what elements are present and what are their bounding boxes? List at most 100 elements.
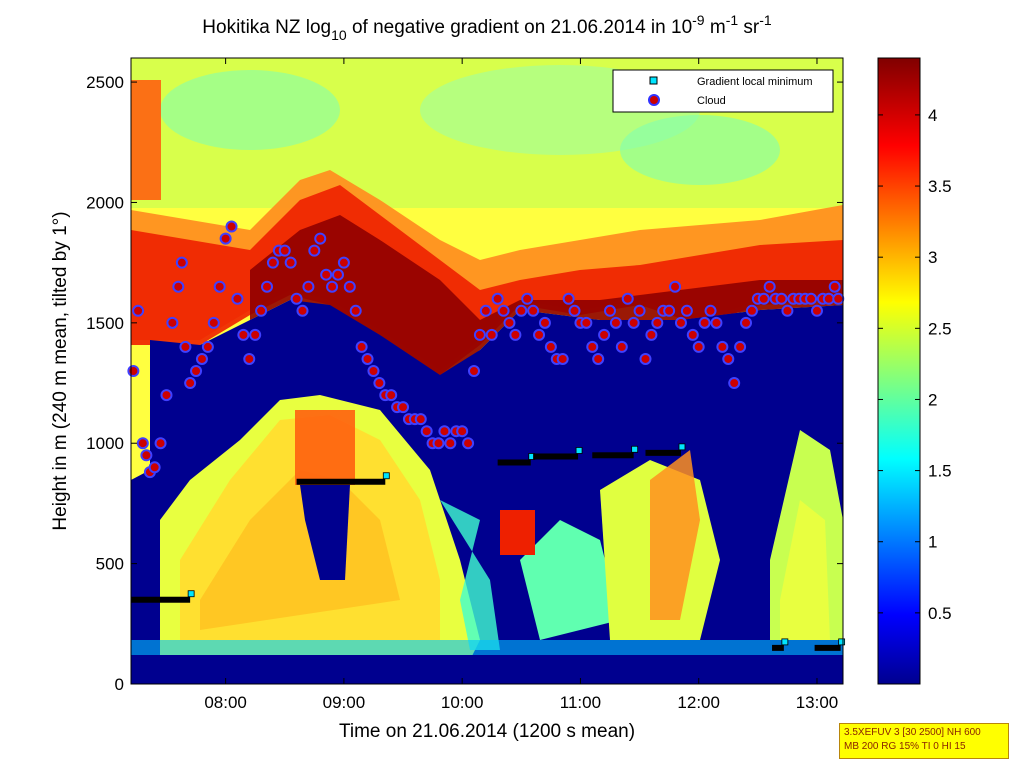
cloud-marker (420, 425, 433, 438)
cloud-marker (503, 316, 516, 329)
cloud-marker (179, 340, 192, 353)
cloud-marker (609, 316, 622, 329)
cloud-marker (740, 316, 753, 329)
colorbar-tick-label: 0.5 (928, 604, 952, 623)
y-tick-label: 2000 (86, 193, 124, 212)
cloud-marker (249, 328, 262, 341)
cloud-marker (320, 268, 333, 281)
cloud-marker (361, 352, 374, 365)
cloud-marker (225, 220, 238, 233)
cloud-marker (190, 365, 203, 377)
colorbar-tick-label: 1.5 (928, 462, 952, 481)
cloud-marker (556, 352, 569, 365)
cloud-marker (775, 292, 788, 305)
cloud-marker (533, 328, 546, 341)
gradient-min-segment (772, 644, 784, 651)
x-axis: 08:00 09:00 10:00 11:00 12:00 13:00 (204, 58, 838, 712)
cloud-marker (598, 328, 611, 341)
gradient-min-segments (131, 443, 846, 651)
cloud-marker (385, 389, 398, 402)
cloud-marker (308, 244, 321, 257)
cloud-marker (243, 352, 256, 365)
cloud-marker (473, 328, 486, 341)
cloud-marker (592, 352, 605, 365)
cloud-marker (615, 340, 628, 353)
cloud-marker (444, 437, 457, 450)
cloud-marker (716, 340, 729, 353)
cloud-marker (781, 304, 794, 317)
cloud-marker (568, 304, 581, 317)
cloud-marker (132, 304, 145, 317)
colorbar-tick-label: 4 (928, 106, 937, 125)
cloud-marker (296, 304, 309, 317)
gradient-min-segment (497, 459, 531, 466)
cloud-marker (331, 268, 344, 281)
cloud-marker (326, 280, 339, 293)
x-tick-label: 10:00 (441, 693, 484, 712)
chart-title: Hokitika NZ log10 of negative gradient o… (202, 12, 772, 43)
cloud-marker (355, 340, 368, 353)
cloud-marker (586, 340, 599, 353)
cloud-marker (627, 316, 640, 329)
colorbar-tick-label: 3 (928, 248, 937, 267)
gradient-min-marker (575, 447, 583, 454)
cloud-marker (680, 304, 693, 317)
cloud-marker (266, 256, 279, 269)
cloud-marker (633, 304, 646, 317)
gradient-min-segment (296, 478, 386, 485)
info-box: 3.5XEFUV 3 [30 2500] NH 600 MB 200 RG 15… (839, 723, 1009, 759)
cloud-marker (367, 365, 380, 377)
legend-label-gradient-min: Gradient local minimum (697, 76, 813, 88)
gradient-min-marker (678, 443, 686, 451)
legend-marker-cloud (648, 94, 660, 106)
legend-marker-gradient-min (649, 76, 658, 85)
x-axis-label: Time on 21.06.2014 (1200 s mean) (339, 721, 635, 742)
cloud-marker (462, 437, 475, 450)
y-tick-label: 1000 (86, 434, 124, 453)
cloud-marker (255, 304, 268, 317)
cloud-marker (757, 292, 770, 305)
y-tick-label: 500 (96, 555, 124, 574)
cloud-marker (479, 304, 492, 317)
cloud-marker (438, 425, 451, 438)
gradient-min-segment (131, 596, 191, 603)
gradient-min-marker (187, 590, 195, 598)
colorbar: 0.5 1 1.5 2 2.5 3 3.5 4 (877, 57, 952, 685)
y-axis-label: Height in m (240 m mean, tilted by 1°) (50, 211, 71, 530)
cloud-marker (722, 352, 735, 365)
x-tick-label: 13:00 (796, 693, 839, 712)
cloud-marker (195, 352, 208, 365)
cloud-marker (544, 340, 557, 353)
cloud-marker (810, 304, 823, 317)
gradient-min-marker (382, 472, 390, 480)
cloud-marker (491, 292, 504, 305)
cloud-marker (509, 328, 522, 341)
cloud-marker (284, 256, 297, 269)
cloud-marker (562, 292, 575, 305)
heatmap-plot (131, 58, 843, 684)
cloud-marker (136, 437, 149, 450)
x-tick-label: 11:00 (560, 693, 601, 712)
cloud-marker (337, 256, 350, 269)
cloud-marker (645, 328, 658, 341)
cloud-marker (745, 304, 758, 317)
cloud-marker (604, 304, 617, 317)
cloud-marker (734, 340, 747, 353)
cloud-marker (456, 425, 469, 438)
info-line-2: MB 200 RG 15% TI 0 HI 15 (844, 741, 966, 752)
x-tick-label: 09:00 (323, 693, 366, 712)
cloud-marker (580, 316, 593, 329)
cloud-marker (278, 244, 291, 257)
cloud-marker (663, 304, 676, 317)
cloud-marker (290, 292, 303, 305)
cloud-marker (166, 316, 179, 329)
cloud-marker (704, 304, 717, 317)
cloud-marker (213, 280, 226, 293)
cloud-marker (828, 280, 841, 293)
cloud-marker (148, 461, 161, 474)
cloud-marker (207, 316, 220, 329)
colorbar-tick-label: 2 (928, 390, 937, 409)
cloud-marker (651, 316, 664, 329)
gradient-min-marker (838, 638, 846, 646)
